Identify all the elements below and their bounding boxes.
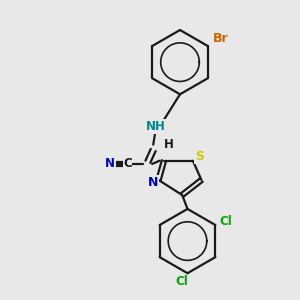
- Text: Cl: Cl: [176, 275, 188, 288]
- Text: NH: NH: [146, 120, 165, 133]
- Text: S: S: [195, 150, 204, 163]
- Text: N: N: [105, 158, 116, 170]
- Text: C: C: [123, 158, 132, 170]
- Text: N: N: [148, 176, 158, 189]
- Text: Br: Br: [213, 32, 229, 45]
- Text: Cl: Cl: [220, 215, 232, 228]
- Text: H: H: [164, 138, 174, 151]
